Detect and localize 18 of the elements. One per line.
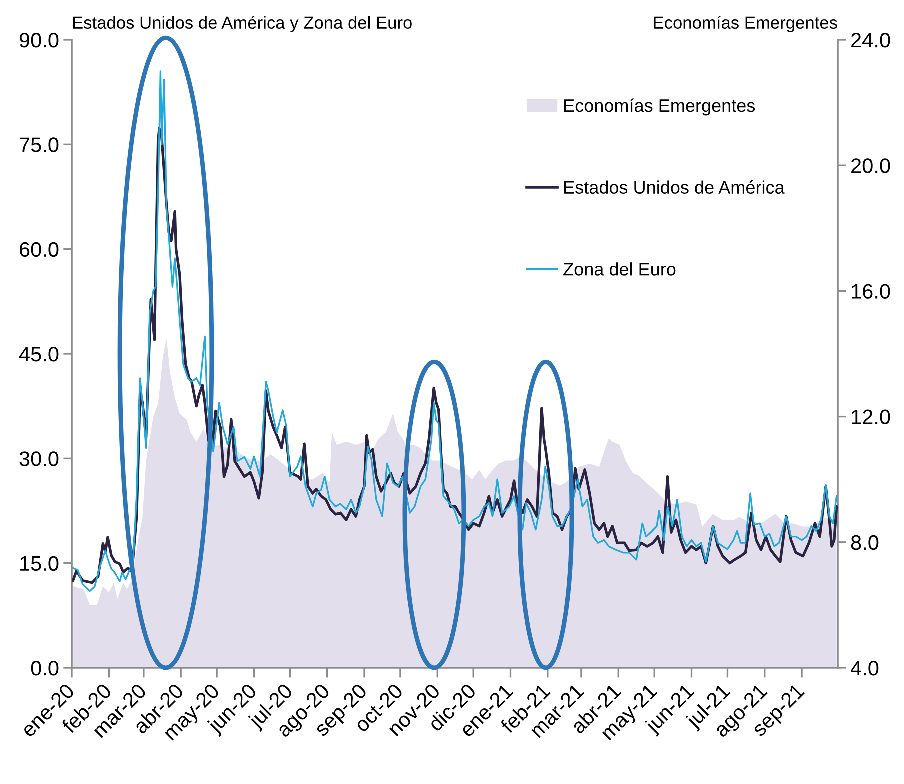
y2-axis-title: Economías Emergentes: [654, 16, 838, 32]
y-tick-label: 60.0: [20, 242, 59, 258]
y-tick-label: 90.0: [20, 33, 59, 48]
y2-tick-label: 12.0: [852, 410, 890, 425]
y-tick-label: 30.0: [20, 452, 59, 466]
y-axis-title: Estados Unidos de América y Zona del Euro: [73, 16, 412, 32]
legend-label: Estados Unidos de América: [564, 180, 785, 194]
y2-tick-label: 4.0: [850, 661, 879, 676]
y2-tick-label: 24.0: [852, 33, 890, 48]
y-tick-label: 75.0: [20, 138, 59, 152]
y-tick-label: 0.0: [31, 661, 59, 676]
y2-tick-label: 8.0: [851, 535, 879, 550]
legend-label: Economías Emergentes: [564, 98, 756, 116]
y2-tick-label: 20.0: [852, 158, 890, 174]
y2-tick-label: 16.0: [852, 284, 890, 299]
y-tick-label: 15.0: [20, 556, 59, 572]
y-tick-label: 45.0: [19, 347, 59, 362]
legend-label: Zona del Euro: [564, 262, 676, 276]
